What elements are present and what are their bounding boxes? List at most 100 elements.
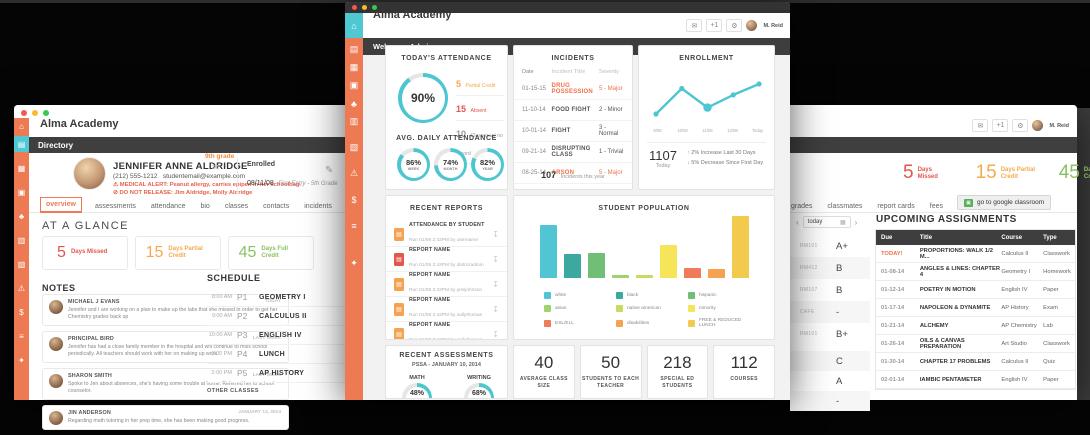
sidebar-item-documents[interactable]: ▥ [345, 113, 363, 130]
sidebar-item-school[interactable]: ⌂ [14, 118, 29, 134]
incident-row[interactable]: 09-21-14 DISRUPTING CLASS 1 - Trivial [514, 142, 632, 163]
tab-assessments[interactable]: assessments [94, 203, 136, 210]
assignment-row[interactable]: TODAY! PROPORTIONS: WALK 1/2 M... Calculus… [876, 245, 1075, 263]
tab-attendance[interactable]: attendance [150, 203, 186, 210]
tab-fees[interactable]: fees [929, 203, 944, 210]
grade-row: RM101 B+ [790, 323, 870, 345]
card-title: TODAY'S ATTENDANCE [401, 55, 492, 62]
tab-overview[interactable]: overview [40, 197, 82, 213]
assignment-row[interactable]: 01-12-14 POETRY IN MOTION English IV Paper [876, 281, 1075, 299]
sidebar-item-photos[interactable]: ▣ [345, 77, 363, 94]
incident-row[interactable]: 08-25-14 ARSON 5 - Major [514, 163, 632, 184]
sidebar-item-calendar[interactable]: ▦ [345, 59, 363, 76]
assignment-row[interactable]: 01-26-14 OILS & CANVAS PREPARATION Art Stu… [876, 335, 1075, 353]
download-icon[interactable]: ↧ [492, 329, 499, 339]
assignment-row[interactable]: 01-08-14 ANGLES & LINES: CHAPTER 4 Geometr… [876, 263, 1075, 281]
report-sub: Run 01/08 2:42PM by sallythomas [409, 338, 482, 339]
schedule-period: P2 [237, 311, 248, 321]
assignment-row[interactable]: 02-01-14 IAMBIC PENTAMETER English IV Paper [876, 371, 1075, 389]
tab-bio[interactable]: bio [200, 203, 210, 210]
chevron-left-icon[interactable]: ‹ [796, 217, 799, 227]
minimize-icon[interactable] [32, 110, 38, 116]
legend-swatch [688, 319, 695, 327]
sidebar-item-photos[interactable]: ▣ [14, 184, 29, 200]
traffic-lights[interactable] [21, 110, 49, 116]
sidebar-item-school[interactable]: ⌂ [345, 13, 363, 38]
tab-incidents[interactable]: incidents [304, 203, 332, 210]
report-row[interactable]: ▤ ATTENDANCE BY STUDENT Run 01/08 2:42PM b… [386, 222, 507, 247]
grade-value: B [836, 262, 843, 274]
assignment-row[interactable]: 01-30-14 CHAPTER 17 PROBLEMS Calculus II Qu… [876, 353, 1075, 371]
sidebar-item-report-cards[interactable]: ▧ [345, 139, 363, 156]
tab-report cards[interactable]: report cards [877, 203, 915, 210]
incident-title: DRUG POSSESSION [551, 83, 593, 95]
sidebar-item-graduation[interactable]: ✦ [14, 352, 29, 368]
share-icon[interactable]: +1 [992, 119, 1009, 132]
sidebar-item-billing[interactable]: $ [345, 191, 363, 208]
assignment-due: 01-26-14 [881, 340, 905, 347]
sidebar-item-directory[interactable]: ▤ [345, 41, 363, 58]
tabs-right: grades classmates report cards fees [789, 198, 945, 213]
schedule-course: AP HISTORY [259, 369, 305, 377]
share-icon[interactable]: +1 [706, 19, 723, 32]
tab-classes[interactable]: classes [224, 203, 249, 210]
assignment-row[interactable]: 01-17-14 NAPOLEON & DYNAMITE AP History Exa… [876, 299, 1075, 317]
message-icon[interactable]: ✉ [212, 163, 219, 172]
mail-icon[interactable]: ✉ [686, 19, 703, 32]
google-classroom-button[interactable]: ▣ go to google classroom [957, 195, 1052, 210]
glance-card: 45 Days Full Credit [228, 236, 314, 270]
chevron-right-icon[interactable]: › [854, 217, 858, 227]
tab-classmates[interactable]: classmates [827, 203, 863, 210]
sidebar-item-documents[interactable]: ▥ [14, 232, 29, 248]
sidebar-item-ledger[interactable]: ≡ [345, 217, 363, 234]
download-icon[interactable]: ↧ [492, 279, 499, 289]
gear-icon[interactable]: ⚙ [726, 19, 743, 32]
sidebar-item-lunch[interactable]: ♣ [14, 208, 29, 224]
report-row[interactable]: ▤ REPORT NAME Run 01/08 2:42PM by sallytho… [386, 322, 507, 339]
avatar[interactable] [746, 20, 758, 31]
tab-contacts[interactable]: contacts [263, 203, 290, 210]
sidebar-item-report-cards[interactable]: ▧ [14, 256, 29, 272]
close-icon[interactable] [352, 5, 357, 10]
sidebar-item-alerts[interactable]: ⚠ [14, 280, 29, 296]
report-row[interactable]: ▤ REPORT NAME Run 01/08 2:42PM by sallytho… [386, 297, 507, 322]
avatar[interactable] [1032, 120, 1044, 131]
sidebar-item-alerts[interactable]: ⚠ [345, 165, 363, 182]
traffic-lights[interactable] [352, 5, 377, 10]
sidebar-item-directory[interactable]: ▤ [14, 136, 29, 152]
edit-icon[interactable]: ✎ [325, 165, 334, 176]
student-email[interactable]: studentemail@example.com [162, 173, 245, 180]
mail-icon[interactable]: ✉ [972, 119, 989, 132]
at-a-glance-title: AT A GLANCE [42, 220, 130, 232]
report-row[interactable]: ▤ REPORT NAME Run 01/08 2:42PM by district… [386, 247, 507, 272]
sidebar-item-graduation[interactable]: ✦ [345, 255, 363, 272]
incident-row[interactable]: 01-15-15 DRUG POSSESSION 5 - Major [514, 79, 632, 100]
report-row[interactable]: ▤ REPORT NAME Run 01/08 2:42PM by jessjohn… [386, 272, 507, 297]
download-icon[interactable]: ↧ [492, 304, 499, 314]
assignment-row[interactable]: 01-21-14 ALCHEMY AP Chemistry Lab [876, 317, 1075, 335]
incident-row[interactable]: 11-10-14 FOOD FIGHT 2 - Minor [514, 100, 632, 121]
incident-row[interactable]: 10-01-14 FIGHT 3 - Normal [514, 121, 632, 142]
minimize-icon[interactable] [362, 5, 367, 10]
assignment-due: 01-21-14 [881, 322, 905, 329]
zoom-icon[interactable] [372, 5, 377, 10]
sidebar-item-calendar[interactable]: ▦ [14, 160, 29, 176]
zoom-icon[interactable] [43, 110, 49, 116]
gear-icon[interactable]: ⚙ [1012, 119, 1029, 132]
today-button[interactable]: today ▦ [802, 216, 851, 228]
attendance-badge: 15 Days Partial Credit [976, 163, 1037, 182]
tab-grades[interactable]: grades [791, 203, 813, 210]
download-icon[interactable]: ↧ [492, 229, 499, 239]
download-icon[interactable]: ↧ [492, 254, 499, 264]
sidebar-item-billing[interactable]: $ [14, 304, 29, 320]
sidebar-item-lunch[interactable]: ♣ [345, 95, 363, 112]
student-name: JENNIFER ANNE ALDRIDGE [113, 161, 248, 172]
incident-title: FIGHT [551, 128, 571, 134]
close-icon[interactable] [21, 110, 27, 116]
sidebar-item-ledger[interactable]: ≡ [14, 328, 29, 344]
schedule-course: GEOMETRY I [259, 293, 306, 301]
stat-card: 40 AVERAGE CLASS SIZE [513, 345, 575, 399]
billing-icon: $ [351, 194, 357, 205]
student-photo[interactable] [73, 157, 106, 190]
